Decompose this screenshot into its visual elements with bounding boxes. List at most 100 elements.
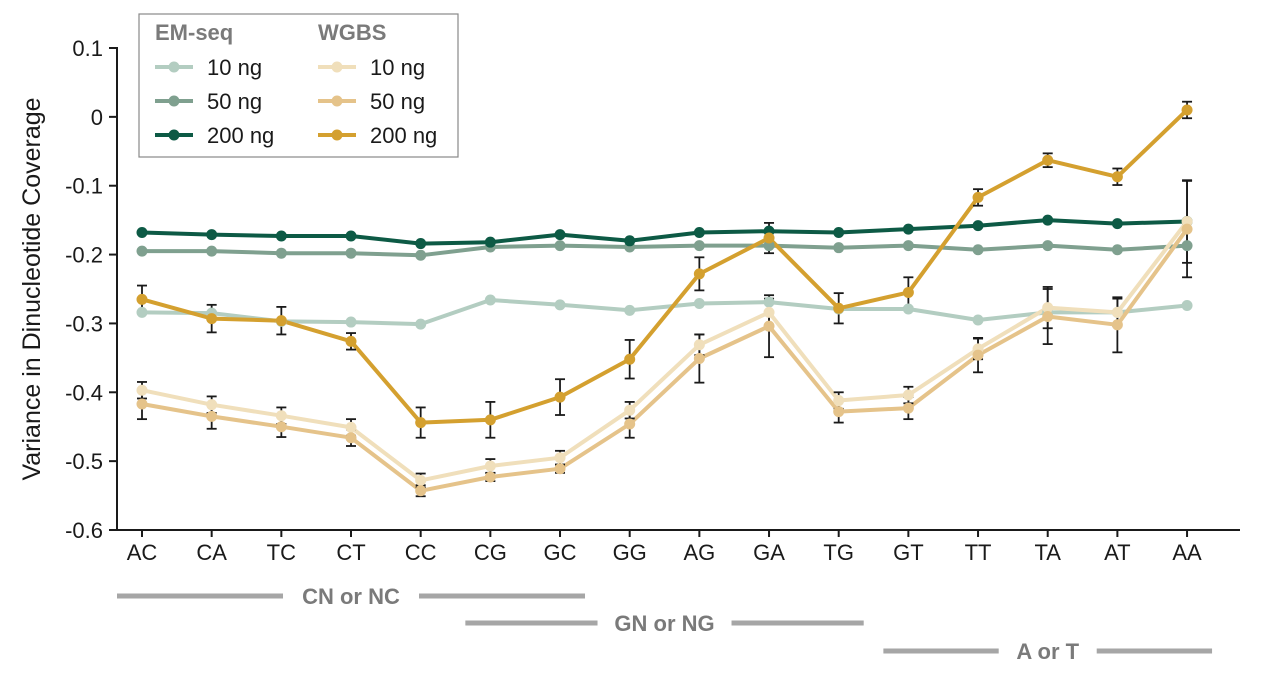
data-point <box>554 229 566 241</box>
series-em-seq-200ng <box>141 218 1188 246</box>
data-point <box>1181 216 1193 228</box>
data-point <box>1181 300 1193 312</box>
grouping-label: CN or NC <box>302 584 400 609</box>
data-point <box>1181 104 1193 116</box>
data-point <box>1181 240 1193 252</box>
legend-entry-label: 200 ng <box>370 123 437 148</box>
data-point <box>763 320 775 332</box>
data-point <box>624 418 636 430</box>
data-point <box>275 410 287 422</box>
series-em-seq-50ng <box>142 243 1188 258</box>
grouping-label: A or T <box>1016 639 1079 664</box>
series-line <box>141 227 1189 493</box>
data-point <box>1042 214 1054 226</box>
x-tick-label: AT <box>1104 540 1130 565</box>
legend: EM-seq 10 ng 50 ng 200 ng WGBS 10 ng 50 ng 200 … <box>138 13 459 158</box>
y-tick-label: -0.1 <box>65 174 103 199</box>
data-point <box>345 335 357 347</box>
data-point <box>345 316 357 328</box>
data-point <box>484 471 496 483</box>
data-point <box>972 244 984 256</box>
data-point <box>345 247 357 259</box>
series-wgbs-50ng <box>141 227 1189 493</box>
series-line <box>141 220 1189 483</box>
data-point <box>833 395 845 407</box>
y-tick-label: -0.2 <box>65 243 103 268</box>
data-point <box>693 240 705 252</box>
data-point <box>833 227 845 239</box>
series-points <box>136 223 1193 497</box>
data-point <box>624 235 636 247</box>
data-point <box>1111 171 1123 183</box>
series-points <box>136 214 1193 250</box>
data-point <box>484 294 496 306</box>
series-wgbs-200ng <box>141 108 1189 425</box>
data-point <box>206 399 218 411</box>
data-point <box>136 398 148 410</box>
legend-swatch-marker <box>331 61 343 73</box>
x-tick-label: AC <box>127 540 158 565</box>
data-point <box>693 297 705 309</box>
x-tick-label: TA <box>1034 540 1061 565</box>
data-point <box>1111 244 1123 256</box>
series-line <box>142 243 1188 258</box>
legend-entry-label: 200 ng <box>207 123 274 148</box>
legend-group-title: EM-seq <box>155 20 233 45</box>
x-tick-label: AA <box>1172 540 1202 565</box>
data-point <box>693 227 705 239</box>
legend-entry-label: 10 ng <box>207 55 262 80</box>
data-point <box>554 240 566 252</box>
x-tick-label: TG <box>823 540 854 565</box>
legend-entry-label: 50 ng <box>370 89 425 114</box>
data-point <box>345 432 357 444</box>
data-point <box>1042 302 1054 314</box>
y-tick-label: 0 <box>91 105 103 130</box>
x-tick-label: TC <box>267 540 296 565</box>
data-point <box>136 245 148 257</box>
x-tick-label: GT <box>893 540 924 565</box>
data-point <box>275 247 287 259</box>
data-point <box>415 474 427 486</box>
data-point <box>554 391 566 403</box>
data-point <box>624 404 636 416</box>
legend-swatch-marker <box>168 61 180 73</box>
data-point <box>972 349 984 361</box>
x-tick-label: GC <box>544 540 577 565</box>
x-tick-label: GA <box>753 540 785 565</box>
data-point <box>554 463 566 475</box>
data-point <box>763 232 775 244</box>
data-point <box>554 299 566 311</box>
category-groupings: CN or NC GN or NG A or T <box>117 584 1213 664</box>
data-point <box>1042 240 1054 252</box>
x-ticks: AC CA TC CT CC CG GC GG AG GA TG GT TT TA AT AA <box>127 530 1202 565</box>
y-axis-title: Variance in Dinucleotide Coverage <box>18 97 46 480</box>
grouping-label: GN or NG <box>614 611 714 636</box>
data-point <box>415 318 427 330</box>
data-point <box>902 223 914 235</box>
data-point <box>415 417 427 429</box>
data-point <box>136 306 148 318</box>
series-line <box>141 298 1188 327</box>
data-point <box>275 315 287 327</box>
series-wgbs-10ng <box>141 220 1189 483</box>
error-bars <box>137 179 1193 498</box>
data-point <box>693 268 705 280</box>
series-layer <box>136 100 1193 498</box>
axes <box>116 47 1240 531</box>
series-points <box>136 216 1193 486</box>
x-tick-label: CC <box>405 540 437 565</box>
data-point <box>833 242 845 254</box>
data-point <box>1111 306 1123 318</box>
series-points <box>136 240 1193 261</box>
data-point <box>833 302 845 314</box>
data-point <box>624 353 636 365</box>
data-point <box>972 220 984 232</box>
data-point <box>345 230 357 242</box>
data-point <box>345 421 357 433</box>
data-point <box>902 389 914 401</box>
data-point <box>484 236 496 248</box>
data-point <box>902 402 914 414</box>
series-line <box>141 108 1189 425</box>
data-point <box>206 245 218 257</box>
